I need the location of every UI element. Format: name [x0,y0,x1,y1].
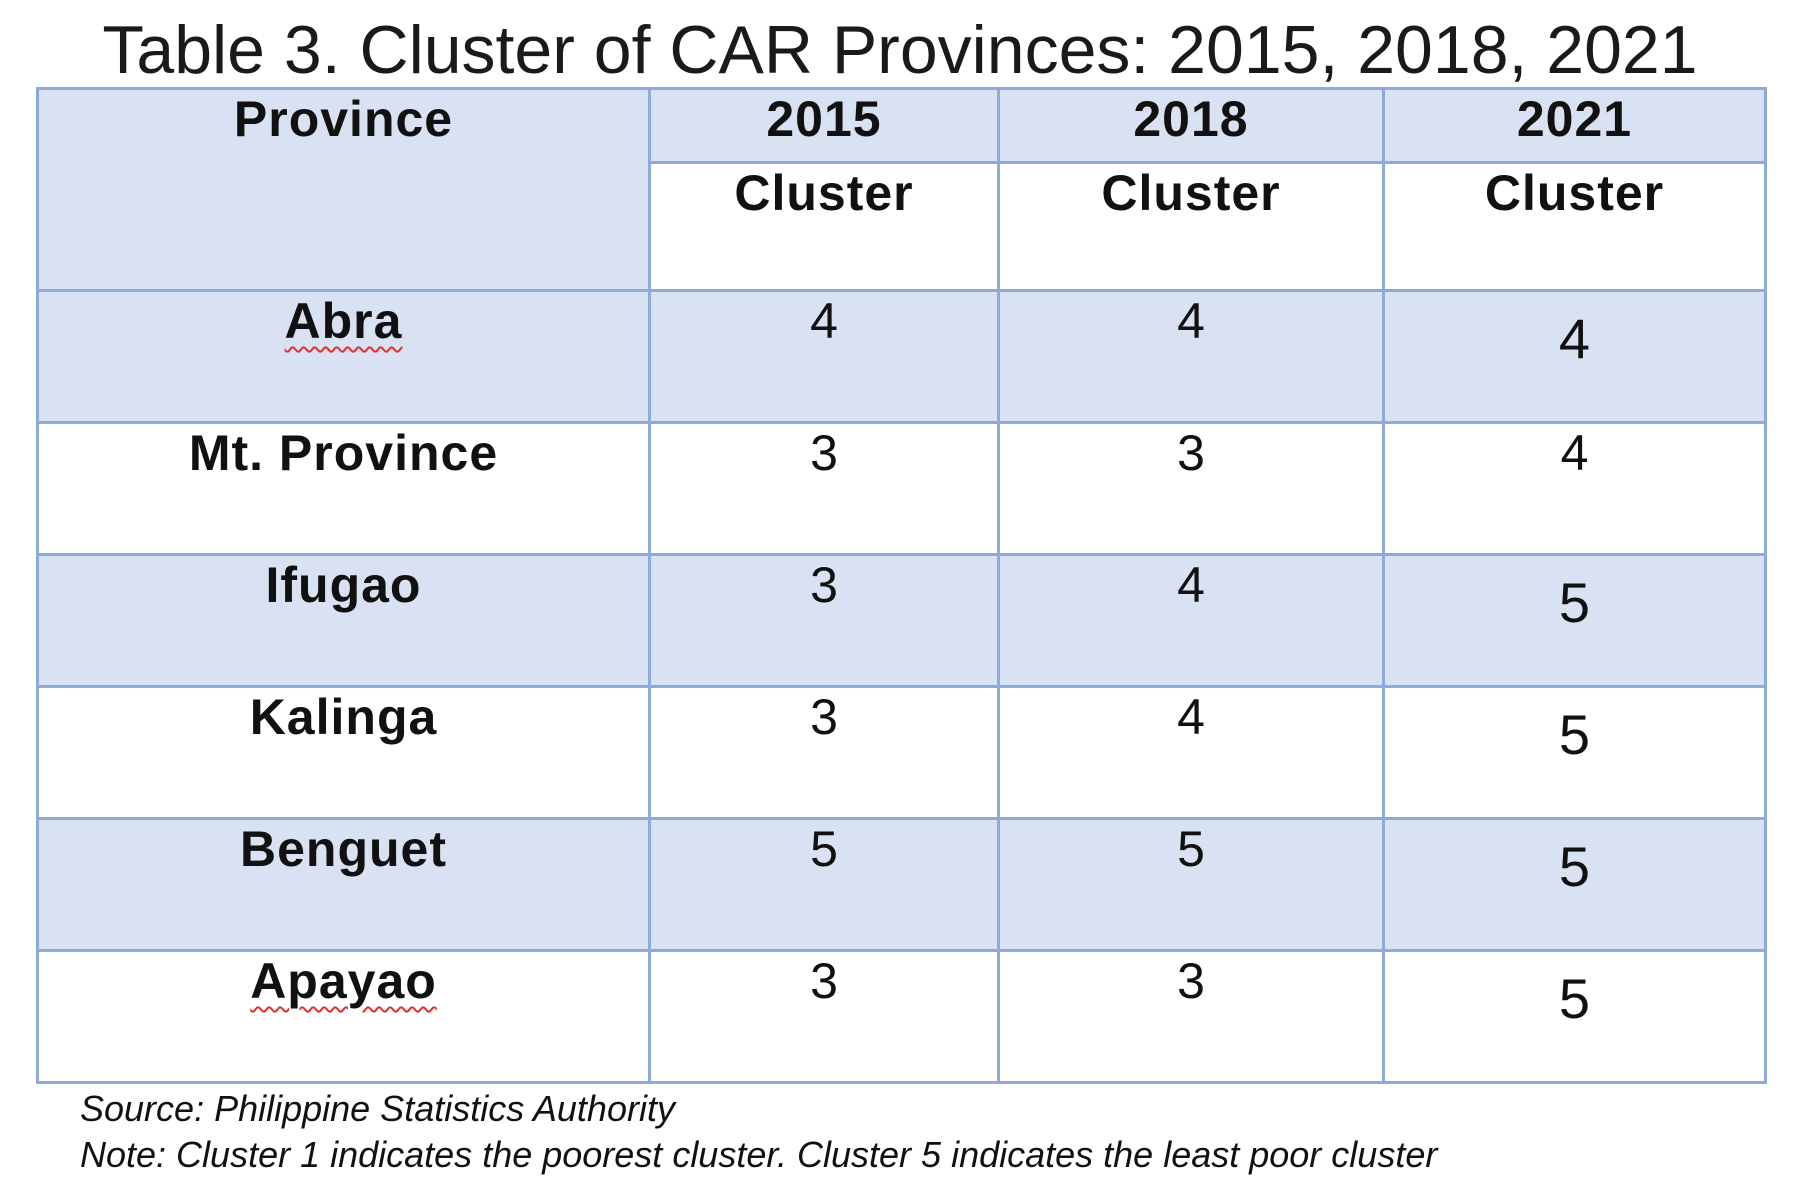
cluster-2018-cell: 3 [997,421,1385,556]
header-province: Province [36,87,651,292]
header-year-2015: 2015 [648,87,1000,164]
cluster-2018-cell: 5 [997,817,1385,952]
header-cluster-2018: Cluster [997,161,1385,292]
province-cell: Mt. Province [36,421,651,556]
cluster-2015-cell: 3 [648,553,1000,688]
province-name: Abra [284,293,403,349]
header-year-2021: 2021 [1382,87,1767,164]
table-row: Apayao 3 3 5 [36,949,1767,1084]
cluster-2018-cell: 3 [997,949,1385,1084]
header-cluster-2021: Cluster [1382,161,1767,292]
province-cell: Kalinga [36,685,651,820]
cluster-note: Note: Cluster 1 indicates the poorest cl… [80,1134,1438,1175]
cluster-2018-cell: 4 [997,289,1385,424]
table-title: Table 3. Cluster of CAR Provinces: 2015,… [102,12,1698,88]
province-cell: Benguet [36,817,651,952]
cluster-2021-cell: 5 [1382,949,1767,1084]
province-name: Apayao [250,953,437,1009]
cluster-2021-cell: 5 [1382,553,1767,688]
province-cell: Apayao [36,949,651,1084]
header-year-2018: 2018 [997,87,1385,164]
cluster-2015-cell: 3 [648,949,1000,1084]
cluster-2015-cell: 4 [648,289,1000,424]
province-cell: Ifugao [36,553,651,688]
table-row: Benguet 5 5 5 [36,817,1767,952]
cluster-2021-cell: 5 [1382,685,1767,820]
cluster-2018-cell: 4 [997,685,1385,820]
table-row: Kalinga 3 4 5 [36,685,1767,820]
cluster-2021-cell: 4 [1382,289,1767,424]
province-cell: Abra [36,289,651,424]
source-note: Source: Philippine Statistics Authority [80,1088,675,1129]
table-row: Abra 4 4 4 [36,289,1767,424]
cluster-2015-cell: 3 [648,685,1000,820]
cluster-2018-cell: 4 [997,553,1385,688]
cluster-2021-cell: 5 [1382,817,1767,952]
table-row: Ifugao 3 4 5 [36,553,1767,688]
cluster-table: Province 2015 2018 2021 Cluster Cluster … [36,87,1767,1084]
cluster-2015-cell: 3 [648,421,1000,556]
cluster-2015-cell: 5 [648,817,1000,952]
cluster-2021-cell: 4 [1382,421,1767,556]
header-cluster-2015: Cluster [648,161,1000,292]
table-row: Mt. Province 3 3 4 [36,421,1767,556]
